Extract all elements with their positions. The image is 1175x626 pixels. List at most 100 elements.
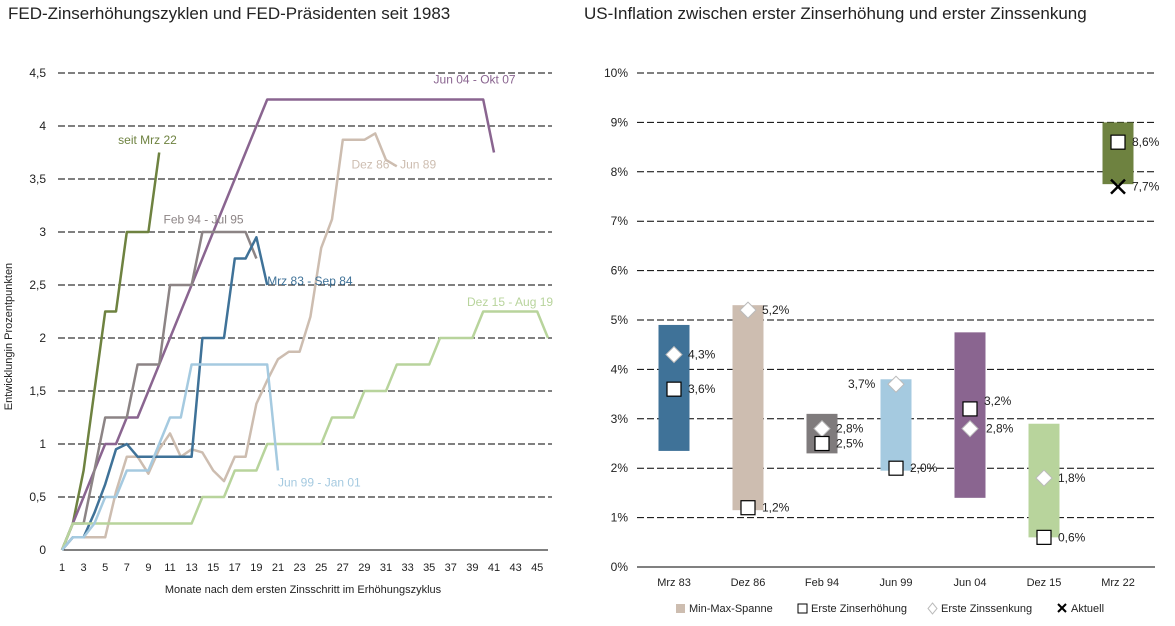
x-tick-label: 33 bbox=[401, 562, 413, 574]
rate-cut-label: 2,8% bbox=[986, 422, 1014, 436]
x-tick-label: 45 bbox=[531, 562, 543, 574]
series-label: Feb 94 - Jul 95 bbox=[164, 213, 244, 227]
x-tick-label: 19 bbox=[250, 562, 262, 574]
y-tick-label: 0 bbox=[39, 543, 46, 557]
y-tick-label: 7% bbox=[611, 214, 629, 228]
x-tick-label: 17 bbox=[229, 562, 241, 574]
x-tick-label: 35 bbox=[423, 562, 435, 574]
rate-hike-label: 8,6% bbox=[1132, 135, 1160, 149]
range-bar bbox=[732, 305, 764, 511]
rate-cut-marker bbox=[961, 419, 979, 438]
rate-cut-label: 1,8% bbox=[1058, 471, 1086, 485]
y-tick-label: 1,5 bbox=[29, 384, 46, 398]
x-tick-label: 27 bbox=[337, 562, 349, 574]
y-tick-label: 3,5 bbox=[29, 172, 46, 186]
range-bar bbox=[880, 379, 912, 471]
x-tick-label: Dez 15 bbox=[1027, 577, 1062, 589]
y-tick-label: 3% bbox=[611, 412, 629, 426]
series-line bbox=[60, 152, 161, 551]
x-tick-label: 1 bbox=[59, 562, 65, 574]
legend-square-marker bbox=[797, 603, 808, 614]
legend-label: Min-Max-Spanne bbox=[689, 603, 773, 615]
rate-cut-marker bbox=[739, 301, 757, 319]
x-tick-label: 9 bbox=[145, 562, 151, 574]
x-tick-label: 43 bbox=[509, 562, 521, 574]
series-label: Jun 04 - Okt 07 bbox=[434, 73, 516, 87]
x-tick-label: 7 bbox=[124, 562, 130, 574]
x-tick-label: Dez 86 bbox=[731, 577, 766, 589]
y-tick-label: 0% bbox=[611, 560, 629, 574]
rate-hike-label: 3,2% bbox=[984, 394, 1012, 408]
y-tick-label: 4,5 bbox=[29, 66, 46, 80]
series-line bbox=[60, 310, 550, 551]
legend-label: Aktuell bbox=[1071, 603, 1104, 615]
rate-hike-label: 0,6% bbox=[1058, 530, 1086, 544]
left-chart-title: FED-Zinserhöhungszyklen und FED-Präsiden… bbox=[8, 4, 451, 23]
series-line bbox=[61, 132, 398, 551]
y-tick-label: 10% bbox=[604, 66, 628, 80]
x-tick-label: 29 bbox=[358, 562, 370, 574]
x-tick-label: 11 bbox=[164, 562, 175, 574]
rate-hike-marker bbox=[1036, 529, 1052, 545]
x-tick-label: 25 bbox=[315, 562, 327, 574]
y-tick-label: 6% bbox=[611, 264, 629, 278]
rate-hike-label: 1,2% bbox=[762, 501, 790, 515]
y-tick-label: 9% bbox=[611, 115, 629, 129]
y-axis-title: Entwicklungin Prozentpunkten bbox=[3, 263, 15, 410]
rate-cut-label: 2,8% bbox=[836, 422, 864, 436]
left-chart-panel: FED-Zinserhöhungszyklen und FED-Präsiden… bbox=[0, 0, 580, 626]
right-chart-title: US-Inflation zwischen erster Zinserhöhun… bbox=[584, 4, 1087, 23]
x-tick-label: 39 bbox=[466, 562, 478, 574]
y-tick-label: 2% bbox=[611, 461, 629, 475]
rate-hike-marker bbox=[962, 401, 978, 417]
rate-cut-marker bbox=[665, 345, 683, 364]
x-tick-label: 21 bbox=[272, 562, 284, 574]
x-tick-label: Mrz 22 bbox=[1101, 577, 1135, 589]
x-tick-label: 13 bbox=[185, 562, 197, 574]
legend-x-marker bbox=[1057, 603, 1067, 613]
x-tick-label: 3 bbox=[81, 562, 87, 574]
y-tick-label: 1 bbox=[39, 437, 46, 451]
x-tick-label: Feb 94 bbox=[805, 577, 839, 589]
legend-label: Erste Zinserhöhung bbox=[811, 603, 907, 615]
rate-cut-label: 5,2% bbox=[762, 303, 790, 317]
x-tick-label: 5 bbox=[102, 562, 108, 574]
rate-cut-marker bbox=[1035, 469, 1053, 487]
y-tick-label: 3 bbox=[39, 225, 46, 239]
rate-hike-marker bbox=[666, 381, 682, 397]
series-label: seit Mrz 22 bbox=[118, 133, 177, 147]
rate-hike-marker bbox=[740, 500, 756, 516]
y-tick-label: 2,5 bbox=[29, 278, 46, 292]
legend-diamond-marker bbox=[927, 602, 938, 615]
right-chart-panel: US-Inflation zwischen erster Zinserhöhun… bbox=[580, 0, 1175, 626]
x-tick-label: 15 bbox=[207, 562, 219, 574]
series-label: Dez 15 - Aug 19 bbox=[467, 295, 553, 309]
x-tick-label: Jun 99 bbox=[879, 577, 912, 589]
x-tick-label: 23 bbox=[293, 562, 305, 574]
series-line bbox=[61, 363, 280, 551]
rate-cut-label: 4,3% bbox=[688, 348, 716, 362]
range-bar bbox=[1102, 122, 1134, 185]
y-tick-label: 4% bbox=[611, 362, 629, 376]
series-line bbox=[60, 230, 258, 551]
inflation-range-chart: 0% 1% 2% 3% 4% 5% 6% 7% 8% 9% 10% Mrz 83 Dez 86 Feb 9… bbox=[604, 66, 1160, 615]
series-label: Jun 99 - Jan 01 bbox=[278, 475, 361, 489]
series-label: Mrz 83 - Sep 84 bbox=[267, 274, 353, 288]
rate-cut-label: 3,7% bbox=[848, 377, 876, 391]
rate-hike-marker bbox=[814, 435, 830, 452]
rate-hike-marker bbox=[1110, 134, 1126, 150]
rate-hike-label: 2,0% bbox=[910, 461, 938, 475]
y-tick-label: 1% bbox=[611, 511, 629, 525]
fed-cycles-line-chart: 00,511,522,533,544,51 3 5 7 9 11 13 15 17 19 21 23 2… bbox=[3, 66, 553, 596]
legend-swatch bbox=[676, 604, 685, 613]
y-tick-label: 2 bbox=[39, 331, 46, 345]
rate-cut-marker bbox=[887, 375, 905, 393]
y-tick-label: 4 bbox=[39, 119, 46, 133]
x-tick-label: Jun 04 bbox=[953, 577, 986, 589]
rate-hike-label: 2,5% bbox=[836, 437, 864, 451]
legend-label: Erste Zinssenkung bbox=[941, 603, 1032, 615]
x-tick-label: Mrz 83 bbox=[657, 577, 691, 589]
x-tick-label: 41 bbox=[488, 562, 500, 574]
series-line bbox=[60, 98, 496, 551]
rate-hike-marker bbox=[888, 460, 904, 476]
